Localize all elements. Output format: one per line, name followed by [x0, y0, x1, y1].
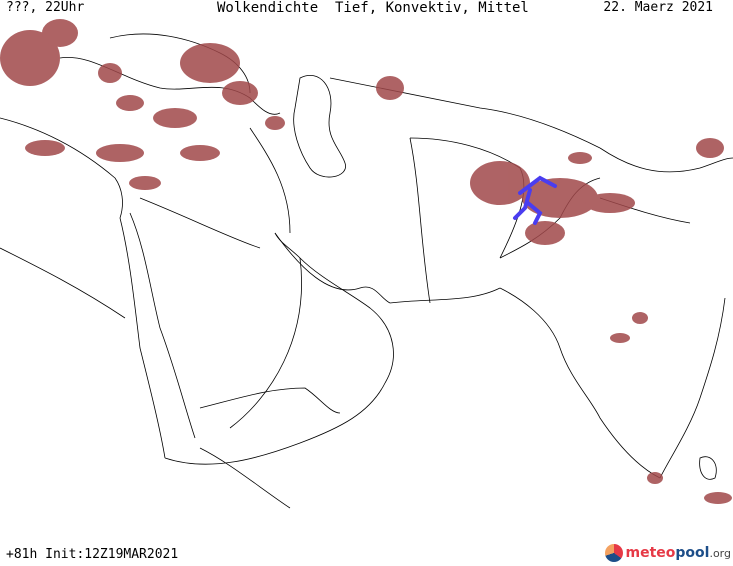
cloud-patch: [696, 138, 724, 158]
cloud-patch: [522, 178, 598, 218]
cloud-patch: [180, 145, 220, 161]
turkey-coast: [59, 56, 281, 115]
logo-text-part2: pool: [675, 545, 710, 561]
border-iran-east: [409, 137, 431, 304]
cloud-patch: [180, 43, 240, 83]
border-saudi: [139, 197, 302, 429]
cloud-patch: [568, 152, 592, 164]
red-sea-west: [119, 217, 166, 459]
border-egypt: [0, 247, 126, 319]
weather-map: [0, 19, 733, 509]
cloud-patch: [42, 19, 78, 47]
red-sea-east: [129, 212, 196, 439]
cloud-patch: [116, 95, 144, 111]
forecast-time-label: ???, 22Uhr: [6, 0, 85, 15]
map-title: Wolkendichte Tief, Konvektiv, Mittel: [217, 0, 529, 16]
arabia-south: [164, 382, 386, 465]
cloud-patch: [25, 140, 65, 156]
forecast-date-label: 22. Maerz 2021: [603, 0, 713, 15]
cloud-patch: [265, 116, 285, 130]
border-central-asia: [329, 77, 601, 149]
india-east: [659, 297, 726, 479]
levant-coast: [0, 117, 123, 219]
meteopool-logo-icon: [604, 544, 623, 562]
border-iran-west: [249, 127, 291, 234]
logo-text-part3: .org: [709, 546, 731, 560]
cloud-patch: [525, 221, 565, 245]
logo-text-part1: meteo: [625, 545, 676, 561]
india-west: [499, 287, 661, 479]
cloud-patch: [153, 108, 197, 128]
meteopool-logo[interactable]: meteo pool .org: [604, 542, 731, 564]
caspian-sea: [293, 75, 346, 178]
country-borders: [0, 33, 733, 509]
cloud-patch: [704, 492, 732, 504]
cloud-density-patches: [0, 19, 732, 504]
cloud-patch: [647, 472, 663, 484]
cloud-patch: [585, 193, 635, 213]
forecast-init-label: +81h Init:12Z19MAR2021: [6, 547, 179, 562]
cloud-patch: [470, 161, 530, 205]
africa-horn: [199, 447, 291, 509]
persian-gulf: [274, 232, 391, 304]
border-yemen: [199, 387, 341, 414]
cloud-patch: [0, 30, 60, 86]
border-china: [599, 147, 733, 173]
cloud-patch: [222, 81, 258, 105]
sri-lanka: [699, 456, 717, 480]
cloud-patch: [96, 144, 144, 162]
convective-patch: [513, 175, 557, 225]
cloud-patch: [129, 176, 161, 190]
cloud-patch: [376, 76, 404, 100]
cloud-patch: [610, 333, 630, 343]
iran-coast: [389, 287, 501, 304]
cloud-patch: [632, 312, 648, 324]
cloud-patch: [98, 63, 122, 83]
